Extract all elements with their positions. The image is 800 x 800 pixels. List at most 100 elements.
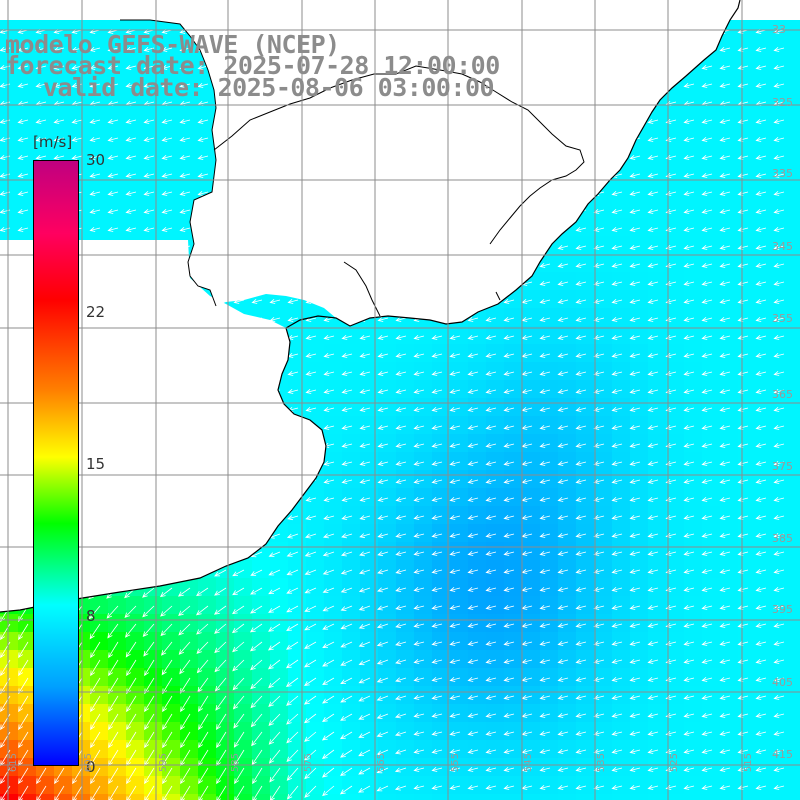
wind-speed-cell	[630, 776, 648, 794]
wind-speed-cell	[270, 614, 288, 632]
wind-speed-cell	[360, 704, 378, 722]
wind-speed-cell	[720, 110, 738, 128]
wind-speed-cell	[576, 506, 594, 524]
wind-arrow	[431, 406, 443, 412]
wind-speed-cell	[108, 704, 126, 722]
wind-speed-cell	[630, 380, 648, 398]
wind-arrow	[557, 748, 569, 754]
wind-arrow	[467, 586, 479, 592]
wind-speed-cell	[144, 776, 162, 794]
wind-speed-cell	[324, 416, 342, 434]
wind-speed-cell	[162, 146, 180, 164]
wind-speed-cell	[432, 776, 450, 794]
wind-arrow	[269, 785, 281, 800]
wind-speed-cell	[360, 686, 378, 704]
lon-label: 545	[523, 753, 534, 773]
wind-arrow	[143, 64, 155, 70]
wind-speed-cell	[270, 542, 288, 560]
wind-arrow	[539, 694, 551, 700]
wind-speed-cell	[720, 182, 738, 200]
wind-arrow	[503, 640, 515, 646]
wind-speed-cell	[756, 506, 774, 524]
wind-speed-cell	[468, 632, 486, 650]
wind-speed-cell	[396, 488, 414, 506]
wind-speed-cell	[702, 272, 720, 290]
wind-arrow	[701, 298, 713, 304]
wind-speed-cell	[738, 272, 756, 290]
wind-speed-cell	[612, 758, 630, 776]
wind-arrow	[503, 766, 515, 772]
wind-arrow	[125, 226, 137, 232]
wind-speed-cell	[108, 740, 126, 758]
wind-arrow	[53, 118, 65, 124]
wind-arrow	[539, 532, 551, 538]
wind-speed-cell	[486, 722, 504, 740]
lon-label: 615	[8, 753, 19, 773]
wind-arrow	[539, 424, 551, 430]
wind-arrow	[773, 550, 785, 556]
wind-speed-cell	[720, 254, 738, 272]
wind-arrow	[358, 749, 371, 757]
wind-arrow	[340, 659, 353, 666]
wind-arrow	[557, 388, 569, 394]
wind-arrow	[17, 118, 29, 124]
wind-speed-cell	[180, 722, 198, 740]
wind-speed-cell	[702, 200, 720, 218]
wind-speed-cell	[126, 110, 144, 128]
wind-speed-cell	[594, 632, 612, 650]
wind-arrow	[629, 154, 641, 160]
wind-speed-cell	[558, 740, 576, 758]
wind-speed-cell	[486, 596, 504, 614]
wind-speed-cell	[306, 560, 324, 578]
wind-speed-cell	[234, 650, 252, 668]
wind-arrow	[647, 172, 659, 178]
wind-arrow	[376, 731, 389, 737]
wind-arrow	[593, 694, 605, 700]
wind-arrow	[179, 118, 191, 124]
wind-speed-cell	[450, 434, 468, 452]
wind-speed-cell	[702, 74, 720, 92]
wind-arrow	[161, 136, 173, 142]
wind-speed-cell	[720, 236, 738, 254]
wind-speed-cell	[738, 92, 756, 110]
wind-arrow	[755, 154, 767, 160]
wind-speed-cell	[396, 632, 414, 650]
wind-arrow	[557, 406, 569, 412]
wind-speed-cell	[144, 200, 162, 218]
wind-speed-cell	[396, 740, 414, 758]
wind-speed-cell	[630, 506, 648, 524]
wind-arrow	[449, 460, 461, 466]
wind-speed-cell	[288, 614, 306, 632]
wind-arrow	[701, 766, 713, 772]
wind-speed-cell	[666, 110, 684, 128]
wind-speed-cell	[684, 578, 702, 596]
wind-speed-cell	[738, 74, 756, 92]
wind-arrow	[162, 713, 173, 731]
wind-speed-cell	[630, 326, 648, 344]
wind-arrow	[557, 658, 569, 664]
wind-speed-cell	[90, 722, 108, 740]
wind-arrow	[359, 388, 371, 394]
wind-arrow	[557, 514, 569, 520]
wind-arrow	[557, 496, 569, 502]
wind-speed-cell	[342, 722, 360, 740]
wind-arrow	[593, 478, 605, 484]
wind-speed-cell	[576, 416, 594, 434]
wind-arrow	[287, 298, 299, 304]
wind-arrow	[359, 569, 371, 575]
wind-arrow	[719, 586, 731, 592]
wind-speed-cell	[288, 722, 306, 740]
wind-arrow	[395, 623, 407, 629]
wind-arrow	[413, 784, 425, 790]
wind-speed-cell	[162, 686, 180, 704]
wind-arrow	[683, 190, 695, 196]
wind-speed-cell	[126, 740, 144, 758]
wind-speed-cell	[180, 668, 198, 686]
wind-arrow	[701, 748, 713, 754]
wind-arrow	[683, 712, 695, 718]
wind-arrow	[322, 551, 335, 557]
wind-arrow	[773, 316, 785, 322]
wind-arrow	[413, 550, 425, 556]
wind-speed-cell	[522, 380, 540, 398]
wind-arrow	[268, 605, 281, 613]
